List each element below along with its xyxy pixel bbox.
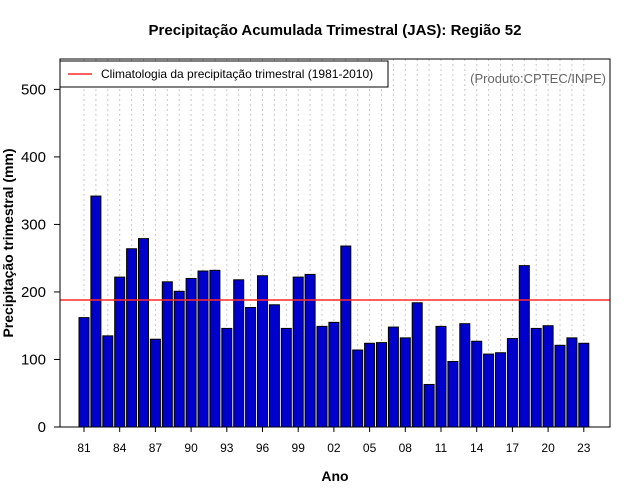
plot-frame [59,58,611,428]
bar-89 [173,290,185,428]
x-tick-label: 20 [541,441,555,455]
y-tick-label: 100 [21,351,46,368]
y-tick-label: 200 [21,284,46,301]
bars-group [78,195,590,428]
bar-22 [566,337,578,428]
x-tick-label: 02 [327,441,341,455]
bar-04 [352,349,364,428]
y-tick-label: 500 [21,81,46,98]
bar-85 [126,248,138,428]
legend: Climatologia da precipitação trimestral … [59,60,389,88]
bar-19 [530,327,542,428]
bar-11 [435,325,447,428]
legend-box [59,60,389,88]
bar-10 [423,383,435,428]
bar-05 [364,342,376,428]
x-axis-title: Ano [321,468,348,484]
bar-20 [542,325,554,428]
x-tick-label: 90 [184,441,198,455]
x-tick-label: 23 [577,441,591,455]
bar-23 [578,342,590,428]
y-axis: 0 100 200 300 400 500 [21,81,60,436]
bar-16 [495,352,506,428]
bar-18 [518,265,530,428]
bar-08 [399,337,411,428]
x-tick-label: 17 [506,441,520,455]
source-note: (Produto:CPTEC/INPE) [470,71,606,86]
y-tick-label: 400 [21,149,46,166]
chart-title: Precipitação Acumulada Trimestral (JAS):… [149,22,522,39]
bar-06 [376,342,387,428]
bar-87 [149,338,161,428]
bar-88 [161,281,173,428]
x-tick-label: 96 [256,441,270,455]
bar-12 [447,361,459,428]
bar-09 [411,302,423,428]
x-tick-label: 08 [399,441,413,455]
bar-86 [138,238,149,428]
bar-00 [304,273,316,428]
bar-97 [268,304,280,428]
bar-17 [506,338,518,428]
x-tick-label: 11 [435,441,448,455]
y-tick-label: 0 [38,419,46,436]
x-tick-label: 87 [149,441,163,455]
bar-14 [471,340,483,428]
bar-07 [387,326,399,428]
bar-02 [328,321,340,428]
bar-01 [316,325,328,428]
bar-21 [554,344,566,428]
bar-83 [102,335,114,428]
bar-81 [78,317,90,428]
y-tick-label: 300 [21,216,46,233]
x-axis: 81 84 87 90 93 96 99 02 05 08 11 14 17 20 23 [77,427,591,455]
bar-93 [221,327,233,428]
bar-92 [209,269,221,428]
x-tick-label: 05 [363,441,377,455]
x-tick-label: 14 [470,441,484,455]
x-tick-label: 84 [113,441,127,455]
x-tick-label: 93 [220,441,234,455]
bar-91 [197,270,209,428]
x-tick-label: 99 [292,441,306,455]
bar-15 [483,353,495,428]
bar-94 [233,279,245,428]
bar-82 [90,195,102,428]
y-axis-title: Precipitação trimestral (mm) [0,148,16,337]
bar-95 [245,306,257,428]
bar-03 [340,245,352,428]
x-tick-label: 81 [77,441,91,455]
bar-98 [280,327,292,428]
bar-13 [459,323,471,428]
bar-96 [257,275,268,428]
legend-label: Climatologia da precipitação trimestral … [101,67,373,81]
